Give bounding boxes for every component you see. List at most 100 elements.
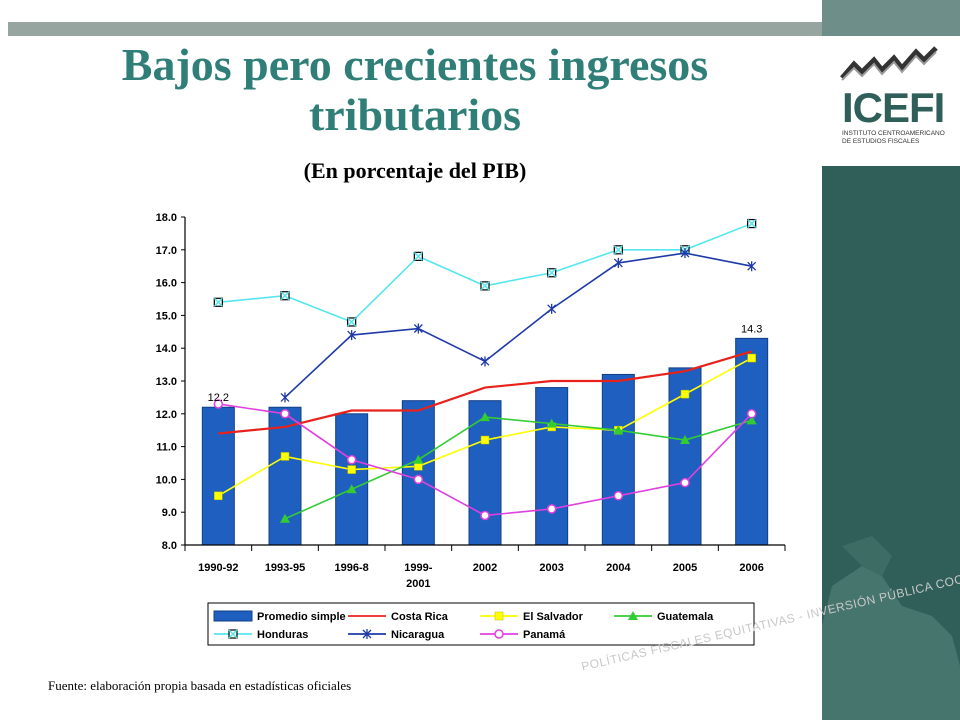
legend-marker-el-salvador (494, 611, 504, 621)
legend-label-panama: Panamá (523, 629, 566, 641)
point-guatemala (546, 418, 557, 428)
point-el-salvador (280, 452, 290, 461)
y-tick-label: 18.0 (156, 212, 177, 224)
legend-label-honduras: Honduras (257, 629, 308, 641)
point-nicaragua (413, 323, 423, 334)
line-nicaragua (284, 252, 752, 398)
point-honduras (347, 317, 357, 327)
x-tick-label: 2005 (673, 562, 697, 574)
point-nicaragua (747, 261, 757, 272)
legend-marker-panama (494, 629, 504, 639)
point-guatemala (680, 435, 690, 445)
point-honduras (280, 291, 290, 301)
legend-label-guatemala: Guatemala (657, 611, 714, 623)
y-tick-label: 10.0 (156, 474, 177, 486)
point-honduras (547, 268, 557, 278)
point-guatemala (613, 425, 624, 435)
y-tick-label: 14.0 (156, 343, 177, 355)
page-subtitle: (En porcentaje del PIB) (303, 158, 527, 183)
x-tick-label: 1996-8 (335, 562, 369, 574)
point-guatemala (280, 513, 290, 523)
right-dark-map-panel (822, 166, 960, 720)
legend-label-nicaragua: Nicaragua (391, 629, 445, 641)
point-nicaragua (547, 303, 557, 314)
logo-tagline-line-2: DE ESTUDIOS FISCALES (842, 138, 920, 145)
x-tick-label: 2002 (473, 562, 497, 574)
x-tick-label: 2003 (539, 562, 563, 574)
line-guatemala (284, 416, 752, 520)
legend-box (207, 602, 755, 646)
legend-marker-nicaragua (362, 629, 372, 639)
map-silhouette (822, 536, 960, 720)
point-nicaragua (280, 392, 290, 403)
point-panama (546, 504, 557, 514)
bar-promedio-simple (401, 400, 435, 546)
y-tick-label: 8.0 (162, 540, 177, 552)
right-side-panel: ICEFI INSTITUTO CENTROAMERICANO DE ESTUD… (822, 36, 960, 720)
point-el-salvador (347, 465, 356, 474)
y-tick-label: 12.0 (156, 409, 177, 421)
bar-data-label: 12.2 (208, 392, 229, 404)
point-honduras (413, 251, 423, 261)
logo-tagline: INSTITUTO CENTROAMERICANO DE ESTUDIOS FI… (842, 130, 945, 146)
y-tick-label: 16.0 (156, 278, 177, 290)
x-tick-label: 1990-92 (198, 562, 238, 574)
point-nicaragua (480, 356, 490, 367)
point-nicaragua (613, 257, 623, 268)
legend-label-promedio-simple: Promedio simple (257, 611, 346, 623)
point-nicaragua (680, 248, 690, 259)
source-note: Fuente: elaboración propia basada en est… (48, 678, 352, 693)
top-right-decorative-block (822, 0, 960, 36)
page-title: Bajos pero crecientes ingresos tributari… (121, 39, 709, 140)
point-el-salvador (747, 353, 756, 363)
legend-marker-honduras (228, 629, 238, 639)
point-guatemala (346, 484, 357, 494)
bar-data-label: 14.3 (741, 323, 762, 335)
y-tick-label: 9.0 (162, 507, 177, 519)
tax-revenue-chart: 8.0 9.0 10.0 11.0 12.0 13.0 14.0 15.0 16.0 17.0 18… (156, 212, 786, 646)
y-tick-label: 13.0 (156, 376, 177, 388)
line-costa-rica (218, 350, 752, 435)
logo-area: ICEFI INSTITUTO CENTROAMERICANO DE ESTUD… (822, 36, 960, 156)
point-guatemala (480, 412, 490, 422)
point-nicaragua (347, 330, 357, 341)
bar-promedio-simple (601, 373, 635, 546)
point-panama (613, 491, 624, 501)
point-panama (413, 474, 424, 485)
point-el-salvador (680, 389, 690, 399)
logo-tagline-line-1: INSTITUTO CENTROAMERICANO (842, 130, 945, 137)
y-tick-label: 15.0 (156, 310, 177, 322)
point-guatemala (413, 454, 424, 464)
bar-promedio-simple (201, 406, 235, 546)
point-guatemala (746, 415, 757, 425)
point-honduras (613, 245, 623, 255)
bar-promedio-simple (535, 387, 569, 546)
top-decorative-bar (8, 22, 822, 36)
point-panama (480, 510, 490, 521)
y-tick-label: 11.0 (156, 442, 177, 454)
point-panama (346, 454, 357, 465)
point-panama (746, 409, 757, 419)
point-panama (213, 399, 224, 409)
point-panama (280, 409, 290, 419)
legend-label-costa-rica: Costa Rica (391, 611, 449, 623)
x-tick-label: 2004 (606, 562, 631, 574)
y-tick-label: 17.0 (156, 245, 177, 257)
point-el-salvador (480, 435, 490, 445)
point-el-salvador (214, 491, 223, 501)
point-honduras (213, 297, 223, 307)
x-tick-label: 1999-2001 (404, 562, 432, 590)
logo-zigzag-icon (840, 46, 938, 81)
bar-promedio-simple (335, 413, 369, 546)
point-panama (680, 477, 690, 488)
x-tick-label: 2006 (739, 562, 763, 574)
x-tick-label: 1993-95 (265, 562, 305, 574)
point-honduras (480, 281, 490, 291)
point-honduras (747, 219, 757, 229)
legend-label-el-salvador: El Salvador (523, 611, 584, 623)
legend-swatch-promedio-simple (213, 610, 253, 622)
bar-promedio-simple (468, 400, 502, 546)
bar-promedio-simple (735, 337, 769, 546)
legend-marker-guatemala (628, 611, 638, 620)
logo-wordmark: ICEFI (842, 84, 945, 131)
